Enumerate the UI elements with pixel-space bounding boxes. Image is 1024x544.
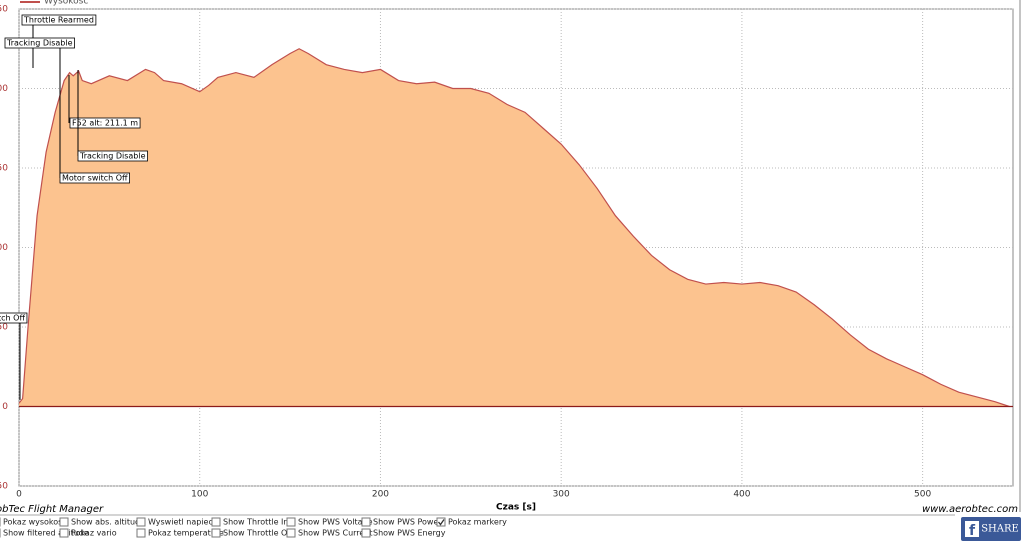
checkbox[interactable]: Pokaz markery <box>436 517 507 527</box>
checkbox[interactable]: Show PWS Power <box>361 517 442 527</box>
share-label: SHARE <box>981 524 1019 535</box>
y-tick-label: -50 <box>0 482 8 492</box>
y-tick-label: 200 <box>0 84 8 94</box>
checkbox-label: Show filtered altitude <box>3 529 89 538</box>
checkbox-label: Pokaz vario <box>71 529 117 538</box>
y-tick-label: 0 <box>2 402 8 412</box>
checkbox-box <box>361 517 371 527</box>
x-tick-label: 300 <box>553 490 570 500</box>
checkbox-box <box>211 517 221 527</box>
checkbox[interactable]: Show PWS Energy <box>361 528 446 538</box>
checkbox[interactable]: Show Throttle In <box>211 517 288 527</box>
annotation: Throttle Rearmed <box>23 16 94 25</box>
x-tick-label: 200 <box>372 490 389 500</box>
checkbox-label: Pokaz markery <box>448 518 507 527</box>
check-mark <box>437 519 445 526</box>
annotation-box <box>59 172 130 184</box>
checkbox[interactable]: Pokaz vario <box>59 528 117 538</box>
checkbox-label: Pokaz temperature <box>148 529 224 538</box>
fb-icon <box>965 521 979 537</box>
checkbox-box <box>286 517 296 527</box>
checkbox-box <box>211 528 221 538</box>
annotation: Tracking Disable <box>6 39 73 48</box>
annotation-box <box>21 14 97 26</box>
x-tick-label: 500 <box>914 490 931 500</box>
annotation: F52 alt: 211.1 m <box>72 119 138 128</box>
checkbox[interactable]: Wyswietl napiecie <box>136 517 220 527</box>
area-line <box>18 48 1010 408</box>
annotation: Tracking Disable <box>79 152 146 161</box>
annotation: Motor switch Off <box>62 174 128 183</box>
checkbox-box <box>59 517 69 527</box>
checkbox[interactable]: Show filtered altitude <box>0 528 89 538</box>
checkbox-label: Show PWS Power <box>373 518 442 527</box>
y-tick-label: 250 <box>0 5 8 15</box>
annotation-box <box>4 37 75 49</box>
checkbox-box <box>136 528 146 538</box>
x-axis-label: Czas [s] <box>496 503 536 513</box>
checkbox[interactable]: Show PWS Voltage <box>286 517 373 527</box>
y-tick-label: 50 <box>0 323 8 333</box>
checkbox-box <box>286 528 296 538</box>
checkbox-label: Show PWS Voltage <box>298 518 373 527</box>
checkbox-box <box>361 528 371 538</box>
checkbox-box <box>136 517 146 527</box>
checkbox-label: Show Throttle Out <box>223 529 296 538</box>
checkbox-label: Show abs. altitude <box>71 518 145 527</box>
checkbox[interactable]: Show Throttle Out <box>211 528 296 538</box>
legend-label: Wysokosc <box>44 0 88 7</box>
checkbox-label: Show PWS Energy <box>373 529 446 538</box>
x-tick-label: 0 <box>16 490 22 500</box>
footer-right: www.aerobtec.com <box>922 504 1018 515</box>
checkbox-label: Wyswietl napiecie <box>148 518 220 527</box>
area-fill <box>19 48 1010 407</box>
annotation-box <box>69 117 141 129</box>
checkbox[interactable]: Show PWS Current <box>286 528 373 538</box>
checkbox[interactable]: Pokaz temperature <box>136 528 224 538</box>
fb-letter: f <box>969 523 976 539</box>
annotation-box <box>0 312 28 324</box>
x-tick-label: 400 <box>733 490 750 500</box>
y-tick-label: 100 <box>0 243 8 253</box>
checkbox-label: Show PWS Current <box>298 529 373 538</box>
y-tick-label: 150 <box>0 164 8 174</box>
footer-left: obTec Flight Manager <box>0 504 104 515</box>
checkbox[interactable]: Pokaz wysokosc <box>0 517 67 527</box>
checkbox-box <box>436 517 446 527</box>
checkbox[interactable]: Show abs. altitude <box>59 517 145 527</box>
annotation-box <box>77 150 148 162</box>
annotation: tch Off <box>0 314 25 323</box>
checkbox-label: Pokaz wysokosc <box>3 518 67 527</box>
checkbox-box <box>59 528 69 538</box>
x-tick-label: 100 <box>191 490 208 500</box>
checkbox-label: Show Throttle In <box>223 518 288 527</box>
